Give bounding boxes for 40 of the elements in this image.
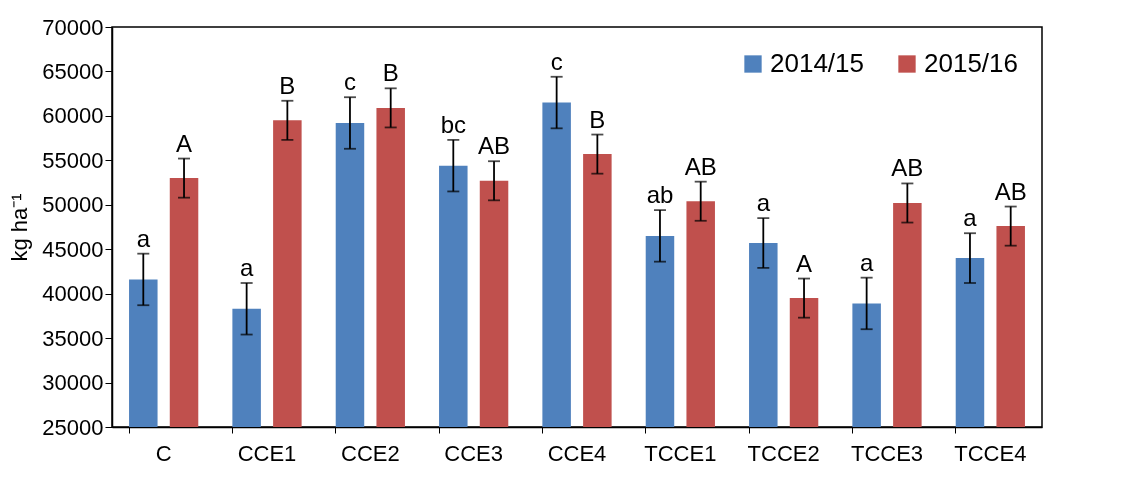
data-label: a bbox=[239, 254, 254, 281]
x-tick-label: CCE1 bbox=[237, 440, 297, 466]
data-label: B bbox=[382, 59, 399, 87]
data-label: a bbox=[963, 204, 978, 232]
x-tick-label: TCCE4 bbox=[954, 440, 1027, 466]
y-tick-label: 60000 bbox=[42, 103, 104, 129]
y-tick-label: 70000 bbox=[42, 14, 104, 40]
y-tick-label: 40000 bbox=[42, 281, 104, 307]
legend-label: 2014/15 bbox=[770, 48, 864, 78]
data-label: bc bbox=[440, 110, 466, 138]
x-tick-label: TCCE2 bbox=[747, 440, 820, 466]
y-tick-label: 35000 bbox=[42, 325, 104, 351]
data-label: AB bbox=[478, 132, 511, 160]
data-label: AB bbox=[994, 177, 1027, 205]
y-axis-title: kg ha⁻¹ bbox=[7, 193, 33, 262]
data-label: AB bbox=[684, 152, 717, 180]
data-label: ab bbox=[646, 181, 674, 209]
data-label: AB bbox=[891, 154, 924, 182]
data-label: a bbox=[756, 189, 771, 217]
x-tick-label: CCE4 bbox=[547, 440, 607, 466]
data-label: B bbox=[279, 71, 296, 99]
data-label: c bbox=[343, 68, 356, 96]
y-tick-label: 30000 bbox=[42, 370, 104, 396]
data-label: A bbox=[796, 249, 813, 277]
y-tick-label: 25000 bbox=[42, 414, 104, 440]
x-tick-label: CCE3 bbox=[444, 440, 504, 466]
data-label: a bbox=[136, 224, 151, 252]
data-label: B bbox=[589, 105, 606, 133]
x-tick-label: CCE2 bbox=[340, 440, 400, 466]
legend-label: 2015/16 bbox=[924, 48, 1018, 78]
y-tick-label: 45000 bbox=[42, 236, 104, 262]
y-tick-label: 65000 bbox=[42, 58, 104, 84]
x-tick-label: C bbox=[155, 440, 172, 466]
data-label: A bbox=[176, 129, 193, 157]
y-tick-label: 55000 bbox=[42, 147, 104, 173]
data-label: a bbox=[859, 248, 874, 276]
y-tick-label: 50000 bbox=[42, 192, 104, 218]
x-tick-label: TCCE3 bbox=[850, 440, 924, 466]
data-label: c bbox=[550, 47, 563, 75]
x-tick-label: TCCE1 bbox=[644, 440, 717, 466]
